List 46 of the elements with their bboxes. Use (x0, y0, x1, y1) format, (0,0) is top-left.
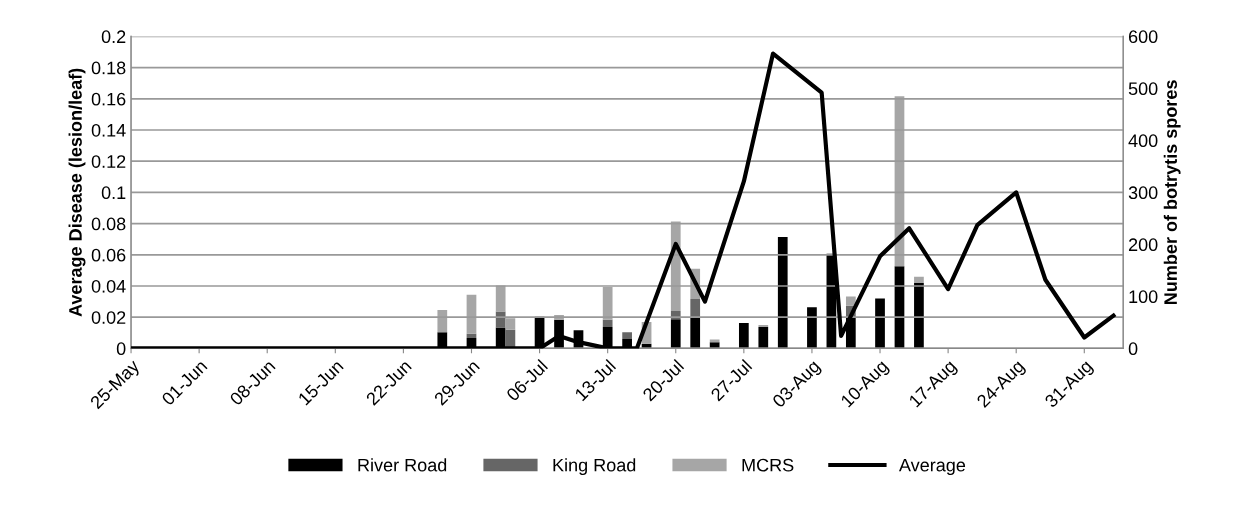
bar (807, 307, 817, 349)
line-series (131, 51, 1116, 349)
bar (690, 316, 701, 349)
bar (505, 318, 516, 330)
legend-label: MCRS (742, 458, 794, 472)
y-tick-label: 0.2 (101, 30, 126, 44)
y2-tick-label: 400 (1128, 134, 1158, 148)
bar (690, 299, 701, 317)
y2-tick-label: 300 (1128, 186, 1158, 200)
legend-label: Average (898, 458, 966, 476)
bar (845, 296, 856, 306)
bar (777, 237, 788, 349)
y-tick-label: 0.04 (91, 279, 126, 293)
y-axis-title: Average Disease (lesion/leaf) (68, 68, 86, 317)
y2-tick-label: 200 (1128, 238, 1158, 252)
y-tick-label: 0.12 (91, 155, 126, 168)
bar (495, 311, 506, 328)
bar (758, 327, 769, 349)
y2-tick-label: 500 (1128, 82, 1158, 96)
bar (738, 322, 749, 349)
bar (602, 287, 613, 320)
y-tick-label: 0.06 (91, 248, 126, 262)
y-tick-label: 0.18 (91, 61, 126, 75)
y-tick-label: 0.02 (91, 311, 126, 324)
bar (602, 319, 613, 328)
bar (437, 309, 448, 333)
bar (914, 276, 924, 283)
bar (466, 333, 477, 338)
y-tick-label: 0.1 (101, 186, 126, 200)
y-tick-label: 0 (116, 342, 126, 356)
y-tick-label: 0.08 (91, 217, 126, 231)
bar (914, 282, 924, 349)
y-tick-label: 0.16 (91, 92, 126, 106)
bar (758, 325, 769, 328)
y2-tick-label: 0 (1128, 342, 1138, 356)
bar (670, 319, 681, 349)
legend-label: River Road (358, 458, 447, 472)
legend-label: King Road (553, 458, 636, 476)
y-tick-label: 0.14 (91, 123, 126, 137)
y2-axis-title: Number of botrytis spores (1163, 80, 1181, 305)
y2-tick-label: 100 (1129, 290, 1158, 304)
bar (709, 342, 720, 349)
y2-tick-label: 600 (1128, 30, 1158, 44)
bar (622, 332, 632, 340)
bar (875, 298, 885, 349)
bar (495, 285, 506, 312)
